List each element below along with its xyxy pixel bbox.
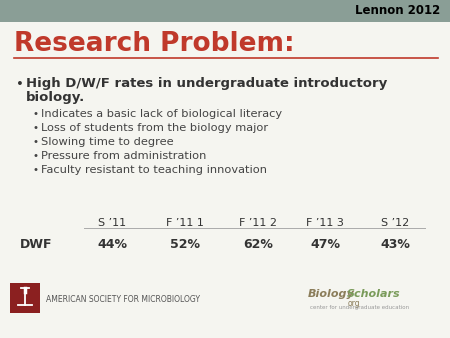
Text: 44%: 44%	[97, 238, 127, 251]
Text: F ’11 3: F ’11 3	[306, 218, 344, 228]
Text: 62%: 62%	[243, 238, 273, 251]
Text: •: •	[32, 165, 38, 175]
Text: S ’11: S ’11	[98, 218, 126, 228]
Text: Pressure from administration: Pressure from administration	[41, 151, 207, 161]
Text: center for undergraduate education: center for undergraduate education	[310, 305, 409, 310]
Text: Research Problem:: Research Problem:	[14, 31, 295, 57]
Text: Slowing time to degree: Slowing time to degree	[41, 137, 174, 147]
Text: F ’11 1: F ’11 1	[166, 218, 204, 228]
Text: •: •	[32, 123, 38, 133]
Text: Faculty resistant to teaching innovation: Faculty resistant to teaching innovation	[41, 165, 267, 175]
Text: 47%: 47%	[310, 238, 340, 251]
Text: •: •	[32, 137, 38, 147]
Text: Scholars: Scholars	[347, 289, 400, 299]
Text: 52%: 52%	[170, 238, 200, 251]
Text: F ’11 2: F ’11 2	[239, 218, 277, 228]
Text: High D/W/F rates in undergraduate introductory: High D/W/F rates in undergraduate introd…	[26, 77, 387, 90]
Bar	[0, 0, 450, 22]
Text: •: •	[32, 151, 38, 161]
Text: biology.: biology.	[26, 91, 85, 104]
Text: Indicates a basic lack of biological literacy: Indicates a basic lack of biological lit…	[41, 109, 282, 119]
Text: Biology: Biology	[308, 289, 355, 299]
Bar	[10, 283, 40, 313]
Text: Loss of students from the biology major: Loss of students from the biology major	[41, 123, 268, 133]
Text: org: org	[348, 299, 360, 309]
Text: 43%: 43%	[380, 238, 410, 251]
Text: Lennon 2012: Lennon 2012	[355, 4, 440, 18]
Text: AMERICAN SOCIETY FOR MICROBIOLOGY: AMERICAN SOCIETY FOR MICROBIOLOGY	[46, 295, 200, 305]
Text: •: •	[32, 109, 38, 119]
Text: S ’12: S ’12	[381, 218, 409, 228]
Text: DWF: DWF	[20, 238, 53, 251]
Text: •: •	[16, 78, 24, 91]
